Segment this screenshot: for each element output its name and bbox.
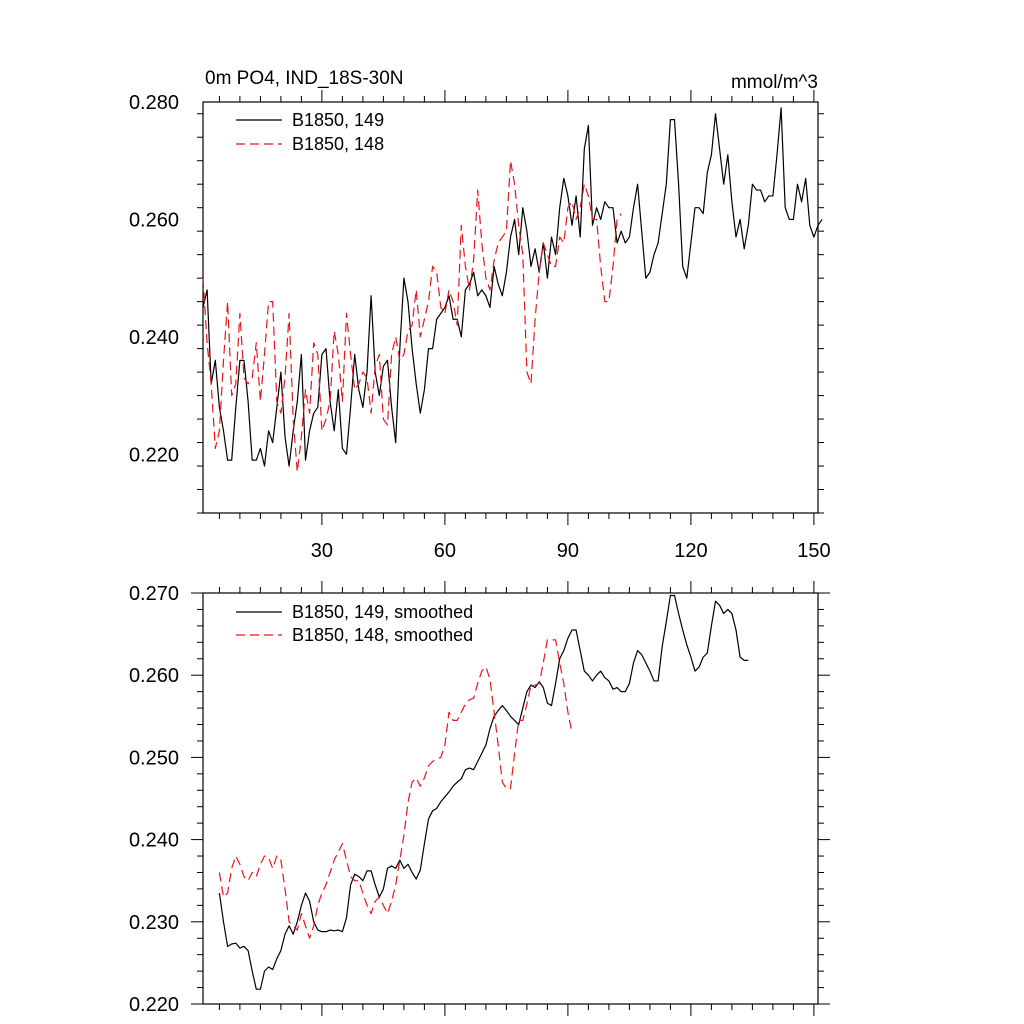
top-ytick-label-0.280: 0.280 bbox=[129, 92, 179, 114]
top-series-group bbox=[202, 107, 823, 473]
bottom-ytick-label-0.270: 0.270 bbox=[129, 583, 179, 605]
top-xtick-label-60: 60 bbox=[434, 540, 456, 562]
top-legend-label-0: B1850, 149 bbox=[292, 110, 384, 130]
bottom-axis-ticks: 0.220 0.230 0.240 0.250 0.260 0.270 bbox=[129, 581, 830, 1016]
top-series-line-solid bbox=[202, 107, 823, 467]
top-ytick-label-0.240: 0.240 bbox=[129, 327, 179, 349]
top-axis-ticks: 30 60 90 120 150 0.220 0.240 0.260 0.280 bbox=[129, 90, 831, 562]
top-ytick-label-0.260: 0.260 bbox=[129, 209, 179, 231]
bottom-ytick-label-0.250: 0.250 bbox=[129, 747, 179, 769]
bottom-legend-label-0: B1850, 149, smoothed bbox=[292, 602, 473, 622]
bottom-series-line-dashed bbox=[218, 639, 573, 939]
top-xtick-label-150: 150 bbox=[797, 540, 830, 562]
top-xtick-label-120: 120 bbox=[674, 540, 707, 562]
bottom-series-line-solid bbox=[218, 594, 749, 990]
bottom-legend-label-1: B1850, 148, smoothed bbox=[292, 625, 473, 645]
bottom-ytick-label-0.260: 0.260 bbox=[129, 665, 179, 687]
top-panel: 30 60 90 120 150 0.220 0.240 0.260 0.280 0m PO4,… bbox=[129, 68, 831, 562]
bottom-plot-frame bbox=[202, 592, 819, 1005]
top-series-line-dashed bbox=[202, 160, 622, 473]
top-xtick-label-30: 30 bbox=[311, 540, 333, 562]
bottom-series-group bbox=[218, 594, 749, 990]
bottom-legend: B1850, 149, smoothed B1850, 148, smoothed bbox=[236, 602, 473, 645]
top-legend-label-1: B1850, 148 bbox=[292, 134, 384, 154]
top-chart-title: 0m PO4, IND_18S-30N bbox=[205, 68, 404, 89]
bottom-ytick-label-0.240: 0.240 bbox=[129, 830, 179, 852]
top-ytick-label-0.220: 0.220 bbox=[129, 444, 179, 466]
top-xtick-label-90: 90 bbox=[557, 540, 579, 562]
top-legend: B1850, 149 B1850, 148 bbox=[236, 110, 384, 154]
bottom-ytick-label-0.220: 0.220 bbox=[129, 994, 179, 1016]
bottom-ytick-label-0.230: 0.230 bbox=[129, 912, 179, 934]
bottom-panel: 0.220 0.230 0.240 0.250 0.260 0.270 B1850, 14… bbox=[129, 581, 830, 1016]
top-chart-units: mmol/m^3 bbox=[731, 72, 818, 93]
